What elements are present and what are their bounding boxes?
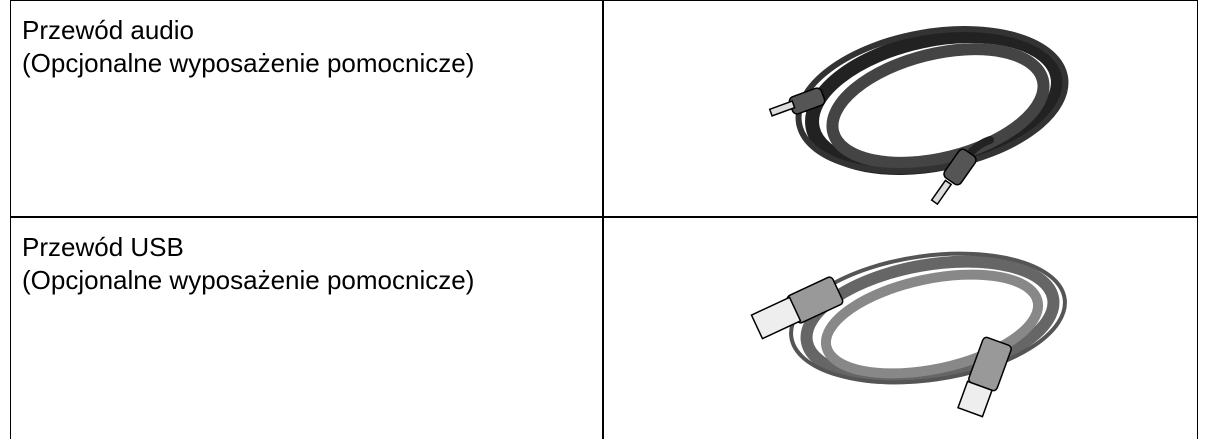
cell-text: Przewód USB (Opcjonalne wyposażenie pomo… bbox=[22, 231, 474, 297]
audio-cable-illustration bbox=[768, 26, 1069, 206]
column-divider bbox=[602, 0, 604, 439]
item-name: Przewód USB bbox=[22, 232, 184, 262]
row-divider bbox=[10, 216, 1198, 218]
cell-text: Przewód audio (Opcjonalne wyposażenie po… bbox=[22, 14, 474, 80]
item-note: (Opcjonalne wyposażenie pomocnicze) bbox=[22, 265, 475, 295]
item-name: Przewód audio bbox=[22, 15, 194, 45]
item-note: (Opcjonalne wyposażenie pomocnicze) bbox=[22, 48, 475, 78]
table-frame bbox=[10, 0, 1198, 439]
usb-cable-illustration bbox=[750, 251, 1067, 418]
